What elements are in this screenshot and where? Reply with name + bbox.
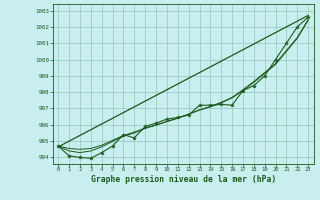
X-axis label: Graphe pression niveau de la mer (hPa): Graphe pression niveau de la mer (hPa): [91, 175, 276, 184]
